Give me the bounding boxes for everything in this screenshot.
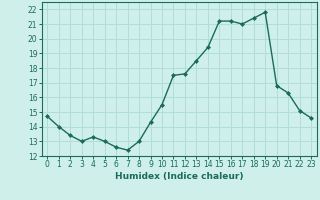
X-axis label: Humidex (Indice chaleur): Humidex (Indice chaleur) bbox=[115, 172, 244, 181]
